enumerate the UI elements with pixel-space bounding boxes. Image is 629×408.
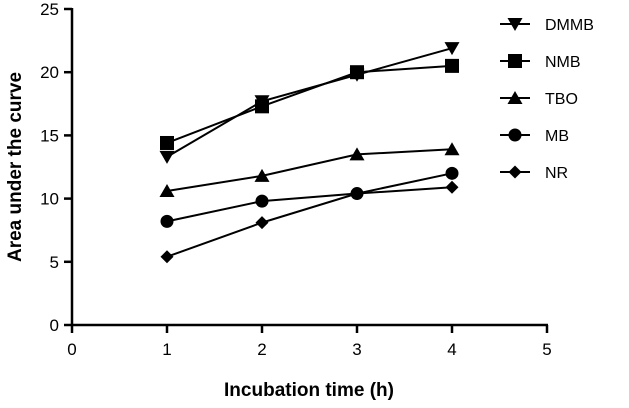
series-line: [166, 186, 453, 258]
y-axis-label: Area under the curve: [5, 72, 26, 262]
legend-label: NR: [545, 165, 568, 182]
circle-marker: [508, 128, 522, 142]
x-tick-label: 2: [257, 340, 266, 359]
diamond-marker: [508, 165, 522, 179]
triangle-up-marker: [159, 184, 175, 198]
triangle-down-marker: [444, 42, 460, 56]
triangle-up-marker: [254, 168, 270, 182]
series-dmmb: [159, 42, 460, 164]
square-marker: [255, 99, 269, 114]
circle-marker: [160, 214, 174, 228]
series-nr: [160, 180, 459, 264]
legend-item: NR: [500, 165, 568, 182]
y-tick-label: 15: [40, 126, 59, 145]
square-marker: [350, 65, 364, 80]
series-nmb: [160, 58, 459, 150]
diamond-marker: [350, 187, 364, 201]
series-tbo: [159, 142, 460, 198]
y-tick-label: 10: [40, 190, 59, 209]
x-tick-label: 0: [67, 340, 76, 359]
triangle-up-marker: [507, 91, 523, 104]
square-marker: [508, 54, 522, 68]
plot-area: [159, 42, 460, 264]
series-line: [166, 64, 453, 144]
legend-label: DMMB: [545, 17, 594, 34]
triangle-up-marker: [349, 147, 365, 161]
y-tick-label: 25: [40, 0, 59, 19]
legend-item: MB: [500, 128, 569, 145]
triangle-down-marker: [159, 150, 175, 164]
x-tick-label: 1: [162, 340, 171, 359]
series-line: [166, 47, 453, 158]
x-tick-label: 5: [542, 340, 551, 359]
y-tick-label: 20: [40, 63, 59, 82]
diamond-marker: [255, 216, 269, 230]
diamond-marker: [160, 250, 174, 264]
series-line: [166, 172, 453, 223]
axes: 0 5 10 15 20 25 0 1 2 3 4 5: [40, 0, 552, 359]
circle-marker: [445, 166, 459, 180]
series-line: [166, 148, 453, 193]
diamond-marker: [445, 180, 459, 194]
square-marker: [160, 135, 174, 150]
y-tick-label: 0: [50, 316, 59, 335]
triangle-down-marker: [507, 18, 523, 31]
legend-label: TBO: [545, 91, 578, 108]
y-tick-label: 5: [50, 253, 59, 272]
legend-label: MB: [545, 128, 569, 145]
circle-marker: [255, 194, 269, 208]
series-mb: [160, 166, 459, 228]
legend: DMMB NMB TBO MB NR: [500, 17, 594, 182]
x-tick-label: 4: [447, 340, 456, 359]
triangle-up-marker: [444, 142, 460, 156]
x-tick-label: 3: [352, 340, 361, 359]
legend-item: TBO: [500, 91, 578, 108]
x-axis-label: Incubation time (h): [224, 380, 394, 401]
square-marker: [445, 58, 459, 73]
legend-item: NMB: [500, 54, 581, 71]
legend-item: DMMB: [500, 17, 594, 34]
legend-label: NMB: [545, 54, 581, 71]
